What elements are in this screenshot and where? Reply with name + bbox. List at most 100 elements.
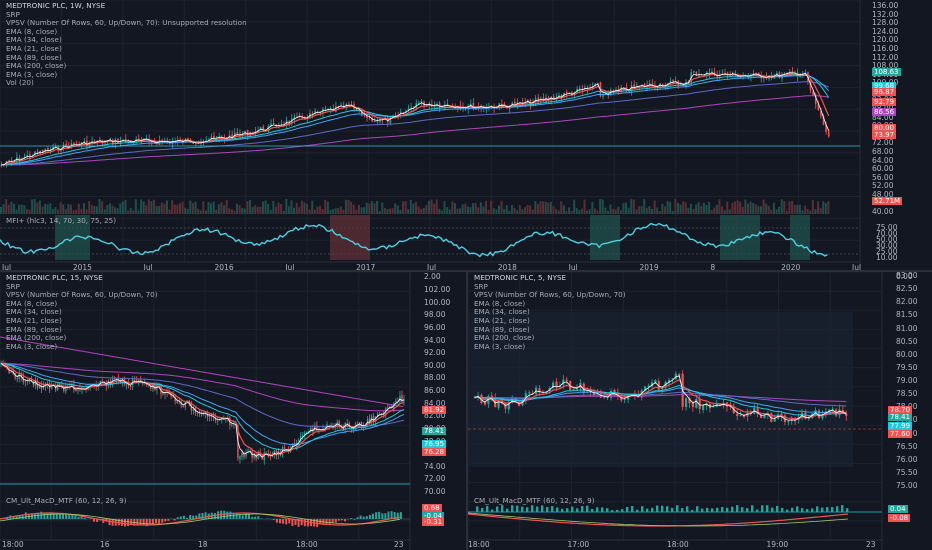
macd-histogram-bar — [396, 512, 399, 519]
volume-bar — [817, 201, 820, 214]
candle-body — [197, 143, 200, 145]
legend-ema21[interactable]: EMA (21, close) — [6, 315, 62, 325]
candle-body — [572, 389, 575, 391]
candle-body — [306, 432, 308, 434]
legend-vpsv[interactable]: VPSV (Number Of Rows, 60, Up/Down, 70): … — [6, 18, 247, 28]
candle-body — [263, 452, 265, 461]
legend-ema8[interactable]: EMA (8, close) — [6, 298, 58, 308]
candle-body — [311, 113, 314, 115]
candle-body — [296, 116, 298, 118]
legend-ema34[interactable]: EMA (34, close) — [6, 307, 62, 317]
volume-bar — [378, 210, 381, 214]
volume-bar — [464, 203, 467, 214]
legend-ema200[interactable]: EMA (200, close) — [474, 333, 535, 343]
legend-srp[interactable]: SRP — [6, 9, 20, 19]
volume-bar — [373, 203, 376, 214]
weekly-chart-pane[interactable]: MEDTRONIC PLC, 1W, NYSE SRP VPSV (Number… — [0, 0, 932, 270]
legend-ema3[interactable]: EMA (3, close) — [6, 69, 58, 79]
ema-21-line — [0, 362, 405, 451]
volume-bar — [246, 201, 249, 214]
legend-ema89[interactable]: EMA (89, close) — [474, 324, 530, 334]
volume-bar — [658, 210, 661, 214]
volume-bar — [643, 199, 646, 214]
candle-body — [83, 141, 86, 143]
candle-body — [338, 421, 340, 426]
volume-bar — [142, 201, 145, 214]
candle-body — [200, 413, 203, 415]
weekly-chart-symbol[interactable]: MEDTRONIC PLC, 1W, NYSE — [6, 1, 106, 10]
volume-bar — [791, 200, 794, 214]
candle-body — [371, 117, 374, 122]
weekly-price-label: 40.00 — [872, 207, 894, 216]
legend-srp[interactable]: SRP — [6, 281, 20, 291]
macd-legend[interactable]: CM_Ult_MacD_MTF (60, 12, 26, 9) — [6, 496, 127, 505]
pane-separator-horizontal[interactable] — [0, 270, 932, 272]
candle-body — [214, 417, 217, 421]
volume-bar — [389, 208, 392, 214]
mfi-legend[interactable]: MFI+ (hlc3, 14, 70, 30, 75, 25) — [6, 216, 117, 225]
legend-ema21[interactable]: EMA (21, close) — [474, 315, 530, 325]
macd-histogram-bar — [601, 507, 604, 512]
intraday-5m-pane[interactable]: MEDTRONIC PLC, 5, NYSE SRP VPSV (Number … — [468, 272, 932, 550]
macd-histogram-bar — [476, 506, 479, 512]
candle-body — [552, 382, 555, 389]
intraday-15m-symbol[interactable]: MEDTRONIC PLC, 15, NYSE — [6, 273, 103, 282]
legend-ema34[interactable]: EMA (34, close) — [6, 35, 62, 45]
macd-histogram-bar — [751, 505, 754, 512]
volume-bar — [583, 199, 586, 214]
candle-body — [239, 456, 241, 460]
candle-body — [59, 383, 61, 387]
legend-vpsv[interactable]: VPSV (Number Of Rows, 60, Up/Down, 70) — [6, 290, 158, 300]
candle-body — [547, 97, 550, 100]
macd-histogram-bar — [381, 513, 384, 519]
candle-body — [184, 402, 186, 408]
candle-body — [247, 450, 249, 452]
legend-ema89[interactable]: EMA (89, close) — [6, 52, 62, 62]
legend-ema89[interactable]: EMA (89, close) — [6, 324, 62, 334]
candle-body — [91, 140, 93, 143]
legend-ema21[interactable]: EMA (21, close) — [6, 43, 62, 53]
legend-ema8[interactable]: EMA (8, close) — [6, 26, 58, 36]
legend-ema200[interactable]: EMA (200, close) — [6, 61, 67, 71]
legend-ema8[interactable]: EMA (8, close) — [474, 298, 526, 308]
volume-bar — [562, 205, 565, 214]
legend-ema200[interactable]: EMA (200, close) — [6, 333, 67, 343]
mfi-label: 25.00 — [876, 247, 898, 256]
volume-bar — [199, 210, 202, 214]
ema-8-line — [474, 379, 847, 420]
legend-ema34[interactable]: EMA (34, close) — [474, 307, 530, 317]
volume-bar — [783, 201, 786, 214]
candle-body — [821, 414, 824, 419]
macd-histogram-bar — [591, 508, 594, 512]
legend-ema3[interactable]: EMA (3, close) — [474, 341, 526, 351]
candle-body — [739, 76, 742, 78]
weekly-price-label: 136.00 — [872, 1, 899, 10]
ema-200-line — [0, 336, 404, 408]
legend-ema3[interactable]: EMA (3, close) — [6, 341, 58, 351]
macd-legend[interactable]: CM_Ult_MacD_MTF (60, 12, 26, 9) — [474, 496, 595, 505]
candle-body — [674, 373, 677, 379]
macd-histogram-bar — [741, 507, 744, 512]
intraday-5m-price-label: 80.50 — [896, 336, 918, 346]
macd-histogram-bar — [566, 508, 569, 512]
intraday-5m-symbol[interactable]: MEDTRONIC PLC, 5, NYSE — [474, 273, 567, 282]
legend-volume[interactable]: Vol (20) — [6, 78, 34, 88]
pane-separator-vertical[interactable] — [466, 272, 468, 550]
volume-bar — [710, 210, 713, 214]
legend-srp[interactable]: SRP — [474, 281, 488, 291]
intraday-15m-pane[interactable]: MEDTRONIC PLC, 15, NYSE SRP VPSV (Number… — [0, 272, 466, 550]
mfi-line — [0, 222, 828, 258]
volume-bar — [544, 201, 547, 214]
candle-body — [288, 120, 291, 124]
volume-bar — [85, 209, 88, 214]
volume-bar — [0, 206, 2, 214]
candle-body — [368, 418, 371, 423]
ema-34-line — [1, 74, 830, 166]
legend-vpsv[interactable]: VPSV (Number Of Rows, 60, Up/Down, 70) — [474, 290, 626, 300]
volume-bar — [168, 209, 171, 214]
macd-histogram-bar — [511, 505, 514, 512]
volume-bar — [223, 205, 226, 214]
candle-body — [403, 399, 405, 402]
candle-body — [38, 385, 41, 389]
volume-bar — [697, 202, 700, 214]
